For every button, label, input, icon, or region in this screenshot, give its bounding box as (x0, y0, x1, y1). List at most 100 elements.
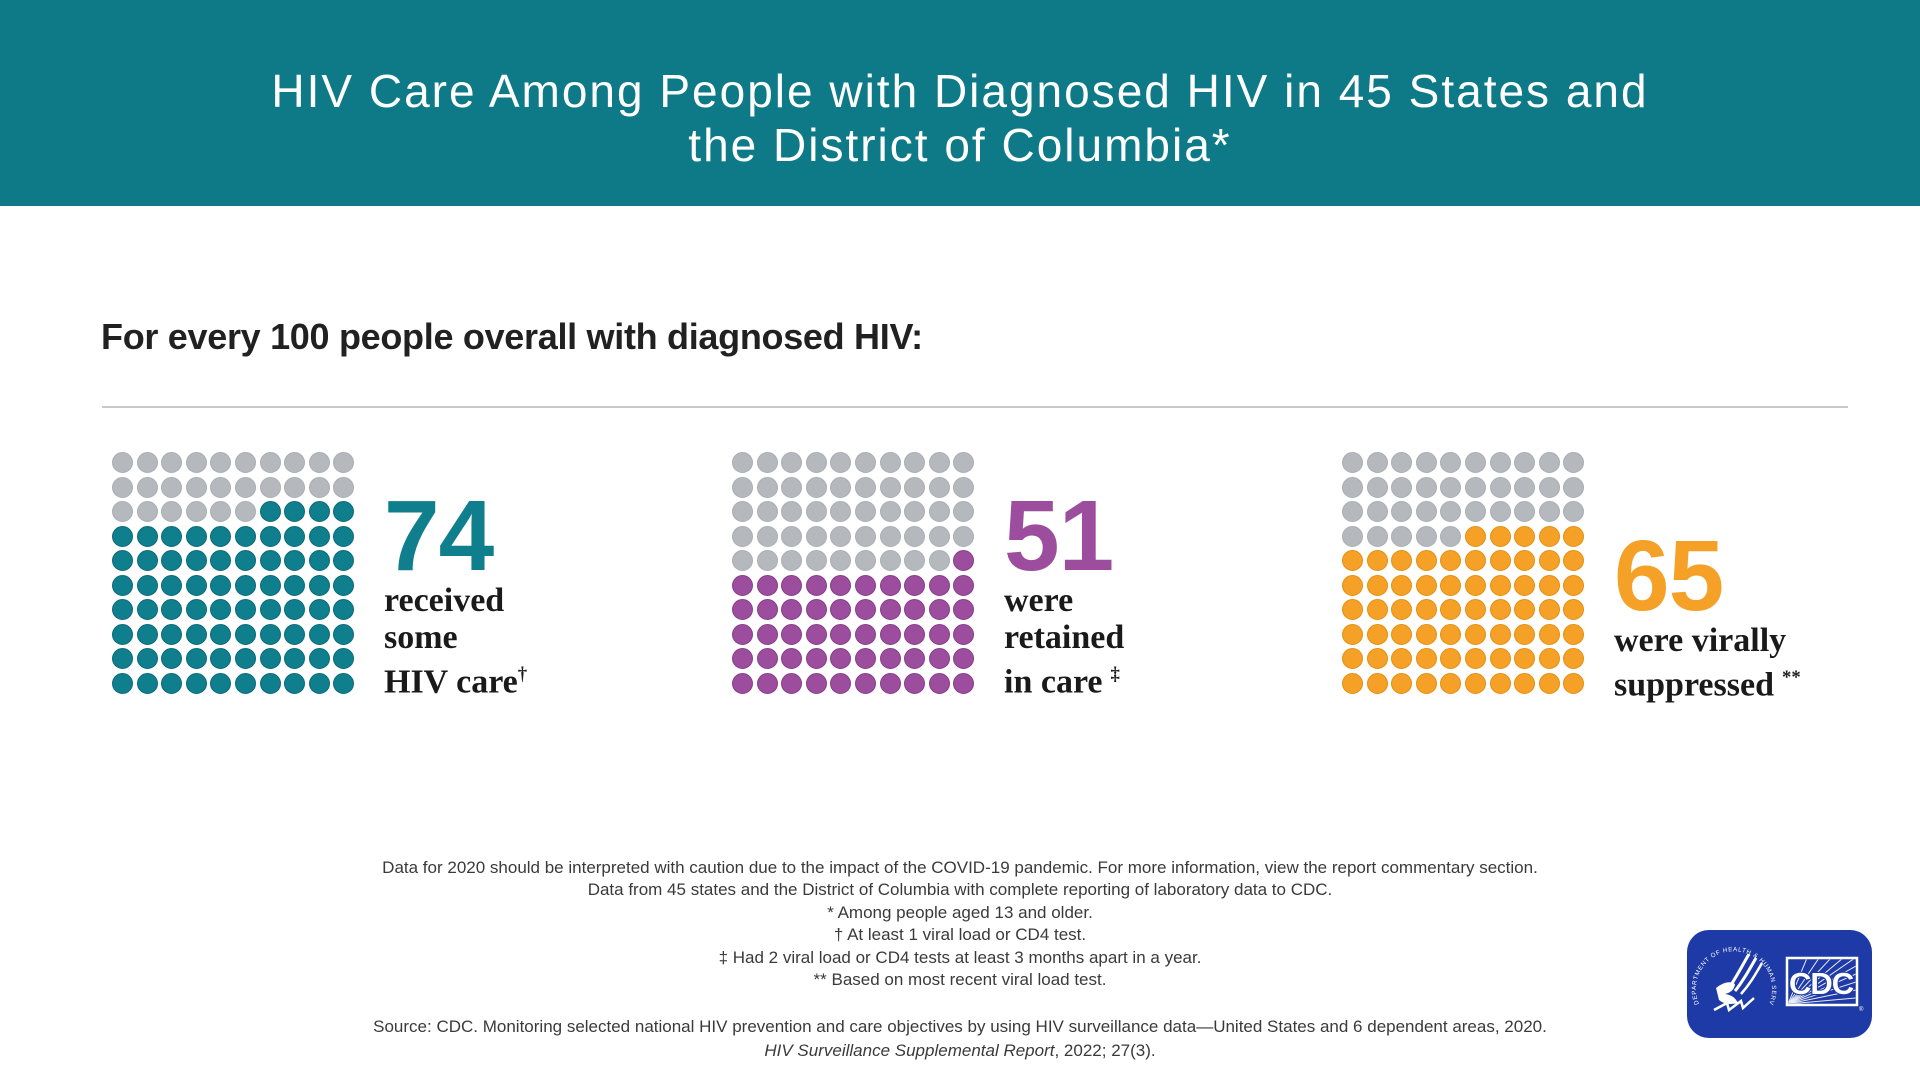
waffle-dot-filled (904, 648, 926, 669)
waffle-dot-empty (781, 550, 803, 571)
waffle-dot-filled (1514, 648, 1536, 669)
waffle-dot-filled (112, 525, 133, 547)
waffle-dot-empty (854, 501, 876, 522)
waffle-dot-filled (953, 550, 975, 571)
waffle-dot-empty (1391, 501, 1413, 522)
waffle-dot-filled (1440, 599, 1462, 620)
waffle-dot-filled (1514, 550, 1536, 571)
waffle-dot-empty (284, 476, 306, 498)
waffle-dot-empty (904, 452, 926, 473)
waffle-dot-filled (161, 623, 183, 645)
stat-value-virally-suppressed: 65 (1614, 520, 1724, 632)
waffle-dot-filled (234, 525, 256, 547)
waffle-dot-filled (1366, 599, 1388, 620)
waffle-dot-filled (210, 574, 232, 596)
waffle-dot-filled (1464, 623, 1486, 645)
waffle-dot-filled (1563, 550, 1585, 571)
waffle-dot-filled (805, 672, 827, 694)
stat-label-received-care: received some HIV care† (384, 582, 694, 700)
waffle-dot-filled (259, 574, 281, 596)
cdc-logo: DEPARTMENT OF HEALTH & HUMAN SERVICES US… (1687, 930, 1872, 1038)
waffle-dot-empty (928, 476, 950, 498)
waffle-dot-empty (1366, 501, 1388, 522)
waffle-dot-empty (112, 452, 133, 473)
waffle-dot-empty (953, 476, 975, 498)
waffle-dot-empty (1514, 452, 1536, 473)
waffle-dot-filled (284, 599, 306, 620)
waffle-dot-filled (136, 648, 158, 669)
waffle-dot-filled (333, 599, 355, 620)
waffle-dot-filled (112, 574, 133, 596)
waffle-dot-filled (1538, 623, 1560, 645)
waffle-dot-filled (854, 574, 876, 596)
stat-label-line: were (1004, 582, 1074, 619)
waffle-dot-filled (284, 574, 306, 596)
waffle-dot-empty (1464, 452, 1486, 473)
waffle-dot-empty (1415, 476, 1437, 498)
footnote-line: † At least 1 viral load or CD4 test. (833, 925, 1087, 945)
waffle-dot-filled (1440, 623, 1462, 645)
waffle-dot-empty (928, 550, 950, 571)
stat-label-line: received (384, 582, 505, 619)
waffle-dot-empty (234, 476, 256, 498)
waffle-dot-empty (185, 501, 207, 522)
waffle-dot-empty (1514, 501, 1536, 522)
waffle-dot-filled (732, 574, 753, 596)
stat-label-line: retained (1004, 619, 1125, 656)
waffle-dot-empty (830, 452, 852, 473)
waffle-dot-filled (284, 672, 306, 694)
waffle-dot-filled (308, 501, 330, 522)
waffle-dot-filled (928, 672, 950, 694)
waffle-dot-empty (1342, 452, 1363, 473)
stat-label-retained-care: were retained in care ‡ (1004, 582, 1314, 700)
waffle-dot-filled (161, 599, 183, 620)
waffle-dot-filled (185, 648, 207, 669)
source-citation: Source: CDC. Monitoring selected nationa… (0, 1015, 1920, 1063)
waffle-dot-empty (781, 525, 803, 547)
waffle-dot-empty (1366, 525, 1388, 547)
waffle-dot-empty (732, 501, 753, 522)
source-line2: HIV Surveillance Supplemental Report, 20… (0, 1039, 1920, 1063)
waffle-dot-empty (879, 501, 901, 522)
waffle-dot-empty (1342, 525, 1363, 547)
waffle-dot-filled (1538, 672, 1560, 694)
waffle-dot-empty (805, 476, 827, 498)
waffle-dot-filled (1563, 599, 1585, 620)
waffle-dot-filled (259, 525, 281, 547)
waffle-dot-filled (161, 550, 183, 571)
waffle-dot-filled (210, 525, 232, 547)
waffle-dot-empty (1342, 501, 1363, 522)
waffle-dot-filled (308, 599, 330, 620)
waffle-dot-filled (830, 599, 852, 620)
waffle-dot-filled (1342, 599, 1363, 620)
source-line2-rest: , 2022; 27(3). (1054, 1041, 1156, 1060)
waffle-dot-empty (112, 501, 133, 522)
waffle-dot-empty (210, 452, 232, 473)
waffle-dot-filled (185, 525, 207, 547)
waffle-dot-filled (308, 623, 330, 645)
waffle-dot-empty (756, 550, 778, 571)
waffle-dot-filled (185, 550, 207, 571)
waffle-dot-empty (1440, 525, 1462, 547)
waffle-dot-empty (830, 550, 852, 571)
waffle-dot-filled (1538, 648, 1560, 669)
waffle-dot-filled (136, 525, 158, 547)
waffle-dot-empty (732, 452, 753, 473)
waffle-dot-filled (1415, 550, 1437, 571)
waffle-dot-filled (1538, 574, 1560, 596)
waffle-dot-empty (1464, 501, 1486, 522)
footnote-line: Data from 45 states and the District of … (587, 880, 1333, 900)
stat-block-retained-care: 51 were retained in care ‡ (732, 452, 1332, 752)
waffle-dot-filled (234, 599, 256, 620)
waffle-dot-filled (732, 648, 753, 669)
waffle-dot-empty (732, 550, 753, 571)
waffle-dot-empty (1489, 452, 1511, 473)
waffle-dot-empty (1440, 501, 1462, 522)
waffle-dot-empty (805, 501, 827, 522)
waffle-dot-filled (1563, 525, 1585, 547)
waffle-dot-filled (781, 672, 803, 694)
waffle-dot-filled (1366, 672, 1388, 694)
waffle-dot-filled (1415, 599, 1437, 620)
waffle-dot-empty (161, 452, 183, 473)
